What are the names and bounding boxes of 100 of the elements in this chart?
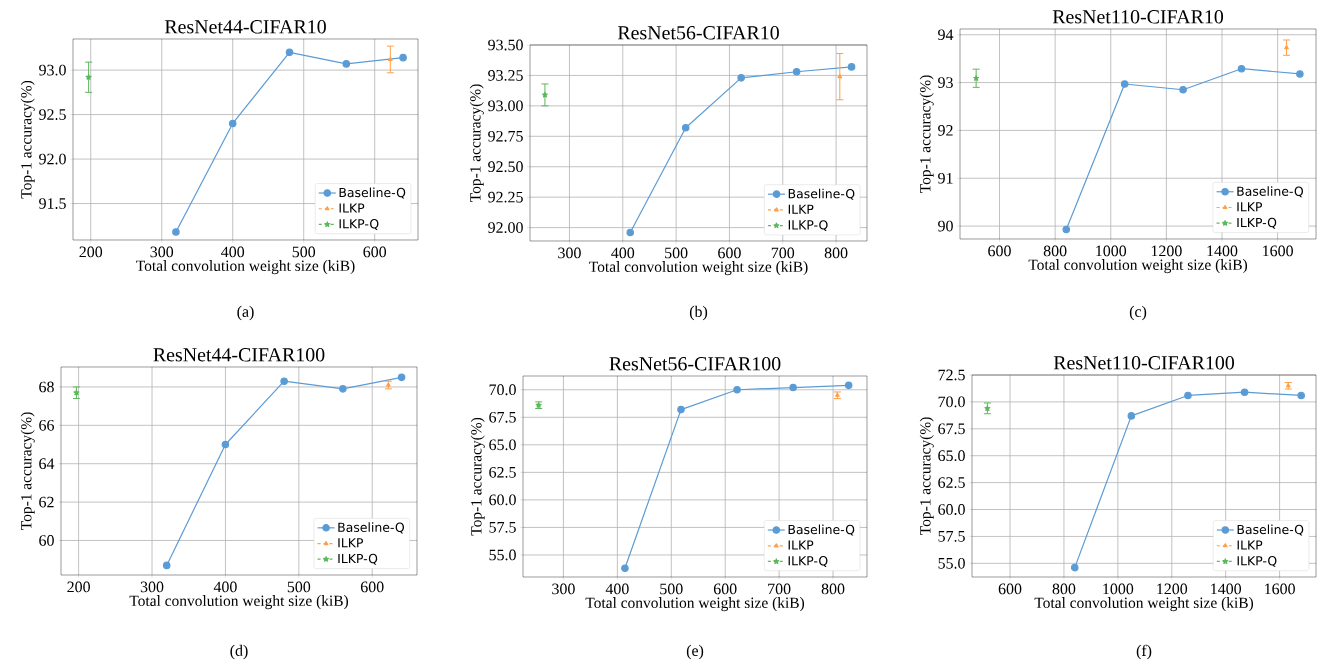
y-tick-label: 91.5 bbox=[39, 198, 66, 209]
legend-label: ILKP bbox=[788, 540, 814, 550]
point bbox=[844, 381, 853, 390]
x-tick-label: 300 bbox=[558, 247, 581, 259]
y-tick-label: 92.75 bbox=[488, 130, 523, 142]
point bbox=[1297, 391, 1305, 400]
y-tick-label: 70.0 bbox=[489, 384, 516, 396]
point bbox=[541, 91, 548, 98]
point bbox=[1120, 80, 1129, 88]
x-tick-label: 700 bbox=[768, 583, 791, 595]
text: (c) bbox=[1129, 305, 1147, 321]
y-tick-label: 72.5 bbox=[938, 369, 965, 381]
point bbox=[280, 377, 288, 385]
legend-label: Baseline-Q bbox=[1237, 524, 1304, 536]
y-tick-label: 64 bbox=[39, 458, 55, 470]
chart-title: ResNet56-CIFAR100 bbox=[609, 357, 781, 371]
y-axis-title: Top-1 accuracy(%) bbox=[469, 84, 484, 202]
point bbox=[1296, 70, 1304, 78]
point bbox=[387, 56, 393, 62]
y-tick-label: 60 bbox=[39, 535, 54, 546]
y-tick-label: 92.0 bbox=[39, 153, 66, 165]
x-tick-label: 1200 bbox=[1151, 245, 1182, 257]
x-axis-title: Total convolution weight size (kiB) bbox=[585, 597, 805, 612]
x-tick-label: 400 bbox=[221, 246, 245, 258]
y-tick-label: 93.50 bbox=[488, 39, 523, 51]
legend-label: ILKP bbox=[338, 538, 364, 548]
x-axis-title: Total convolution weight size (kiB) bbox=[589, 261, 808, 276]
point bbox=[626, 228, 635, 237]
x-tick-label: 600 bbox=[718, 247, 741, 259]
y-tick-label: 92.5 bbox=[39, 109, 66, 120]
y-tick-label: 57.5 bbox=[938, 531, 965, 542]
x-tick-label: 800 bbox=[1043, 245, 1067, 257]
x-tick-label: 400 bbox=[605, 583, 629, 595]
legend-label: ILKP-Q bbox=[788, 556, 828, 567]
y-tick-label: 55.0 bbox=[938, 557, 965, 569]
x-tick-label: 500 bbox=[292, 246, 316, 258]
legend-label: ILKP bbox=[1237, 202, 1263, 212]
y-tick-label: 66 bbox=[39, 419, 55, 431]
y-axis-title: Top-1 accuracy(%) bbox=[470, 417, 485, 536]
y-tick-label: 94 bbox=[938, 29, 954, 41]
x-tick-label: 800 bbox=[824, 247, 848, 259]
x-tick-label: 1400 bbox=[1211, 583, 1242, 595]
y-tick-label: 70.0 bbox=[938, 396, 965, 408]
y-tick-label: 62.5 bbox=[489, 466, 516, 478]
legend-label: Baseline-Q bbox=[788, 524, 855, 536]
y-tick-label: 65.0 bbox=[938, 450, 965, 462]
y-tick-label: 93.0 bbox=[39, 64, 66, 76]
legend-label: Baseline-Q bbox=[788, 188, 855, 200]
point bbox=[1237, 64, 1246, 73]
x-tick-label: 700 bbox=[771, 247, 795, 259]
point bbox=[792, 67, 801, 76]
legend-label: ILKP-Q bbox=[788, 220, 828, 232]
legend-label: Baseline-Q bbox=[338, 522, 405, 534]
point bbox=[837, 74, 843, 79]
point bbox=[681, 123, 690, 132]
x-tick-label: 300 bbox=[150, 246, 174, 258]
x-tick-label: 1000 bbox=[1103, 583, 1134, 595]
legend-label: Baseline-Q bbox=[1237, 186, 1304, 198]
x-tick-label: 1200 bbox=[1157, 583, 1188, 595]
y-axis-title: Top-1 accuracy(%) bbox=[20, 412, 35, 530]
y-tick-label: 92.25 bbox=[488, 191, 523, 203]
x-tick-label: 1600 bbox=[1265, 583, 1295, 595]
x-axis-title: Total convolution weight size (kiB) bbox=[129, 595, 349, 610]
text: (e) bbox=[686, 644, 704, 660]
point bbox=[339, 385, 347, 393]
x-axis-title: Total convolution weight size (kiB) bbox=[1034, 597, 1254, 612]
y-tick-label: 68 bbox=[39, 381, 54, 393]
y-axis-title: Top-1 accuracy(%) bbox=[919, 75, 934, 193]
x-tick-label: 400 bbox=[611, 247, 635, 259]
point bbox=[973, 75, 980, 81]
text: (a) bbox=[237, 305, 254, 321]
point bbox=[789, 383, 797, 392]
x-tick-label: 200 bbox=[67, 581, 90, 593]
x-tick-label: 1000 bbox=[1096, 245, 1127, 257]
x-tick-label: 800 bbox=[821, 583, 845, 595]
legend-label: ILKP-Q bbox=[339, 219, 379, 230]
point bbox=[1062, 225, 1071, 234]
legend-label: ILKP-Q bbox=[1237, 556, 1277, 567]
y-tick-label: 92.50 bbox=[488, 161, 523, 173]
chart-title: ResNet44-CIFAR10 bbox=[164, 20, 326, 34]
x-tick-label: 800 bbox=[1052, 583, 1076, 595]
y-axis-title: Top-1 accuracy(%) bbox=[20, 80, 35, 199]
y-tick-label: 92.00 bbox=[488, 222, 523, 234]
legend-label: ILKP bbox=[788, 204, 814, 214]
x-axis-title: Total convolution weight size (kiB) bbox=[136, 260, 355, 275]
point bbox=[221, 440, 230, 449]
point bbox=[847, 63, 856, 71]
y-axis-title: Top-1 accuracy(%) bbox=[919, 417, 934, 535]
legend-label: Baseline-Q bbox=[339, 187, 406, 199]
point bbox=[621, 564, 629, 572]
x-tick-label: 600 bbox=[363, 246, 387, 258]
y-tick-label: 62 bbox=[39, 496, 54, 508]
y-tick-label: 62.5 bbox=[938, 477, 965, 488]
point bbox=[1284, 45, 1289, 50]
point bbox=[1179, 85, 1187, 94]
y-tick-label: 60.0 bbox=[489, 494, 516, 506]
x-tick-label: 400 bbox=[213, 581, 237, 593]
y-tick-label: 93.25 bbox=[488, 70, 523, 81]
point bbox=[172, 228, 180, 236]
point bbox=[1240, 388, 1249, 397]
